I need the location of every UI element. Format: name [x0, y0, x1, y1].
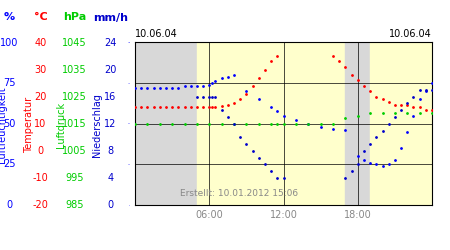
Text: Luftdruck: Luftdruck [56, 102, 66, 148]
Text: 10.06.04: 10.06.04 [135, 29, 178, 39]
Text: 985: 985 [65, 200, 84, 210]
Text: -10: -10 [32, 173, 49, 183]
Text: mm/h: mm/h [93, 12, 128, 22]
Text: 100: 100 [0, 38, 18, 48]
Text: 1015: 1015 [62, 119, 86, 129]
Text: 30: 30 [34, 64, 47, 74]
Text: 1025: 1025 [62, 92, 86, 102]
Text: 0: 0 [107, 200, 113, 210]
Text: 20: 20 [104, 64, 117, 74]
Text: 1035: 1035 [62, 64, 86, 74]
Text: 20: 20 [34, 92, 47, 102]
Text: 25: 25 [3, 160, 15, 170]
Text: Luftfeuchtigkeit: Luftfeuchtigkeit [0, 87, 7, 163]
Bar [346, 42, 370, 205]
Text: hPa: hPa [63, 12, 86, 22]
Text: 4: 4 [107, 173, 113, 183]
Text: 16: 16 [104, 92, 117, 102]
Bar [370, 42, 432, 205]
Text: 75: 75 [3, 78, 15, 88]
Text: 10: 10 [34, 119, 47, 129]
Text: -20: -20 [32, 200, 49, 210]
Text: 12: 12 [104, 119, 117, 129]
Text: 995: 995 [65, 173, 84, 183]
Text: 40: 40 [34, 38, 47, 48]
Bar [197, 42, 346, 205]
Text: 24: 24 [104, 38, 117, 48]
Text: 10.06.04: 10.06.04 [389, 29, 432, 39]
Text: 1045: 1045 [62, 38, 86, 48]
Text: Temperatur: Temperatur [24, 97, 34, 153]
Text: %: % [4, 12, 14, 22]
Text: 1005: 1005 [62, 146, 86, 156]
Text: 0: 0 [37, 146, 44, 156]
Bar [135, 42, 197, 205]
Text: 50: 50 [3, 119, 15, 129]
Text: Erstellt: 10.01.2012 15:06: Erstellt: 10.01.2012 15:06 [180, 190, 298, 198]
Text: 8: 8 [107, 146, 113, 156]
Text: °C: °C [34, 12, 47, 22]
Text: Niederschlag: Niederschlag [92, 93, 102, 157]
Text: 0: 0 [6, 200, 12, 210]
